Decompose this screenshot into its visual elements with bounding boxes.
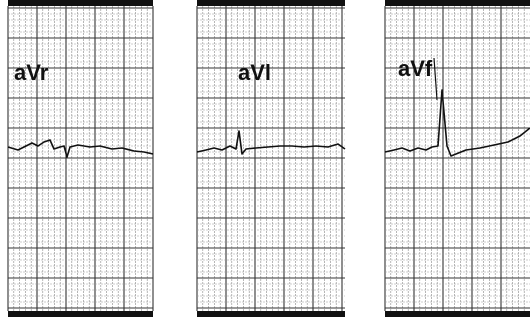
lead-label: aVr — [14, 60, 49, 85]
grid — [8, 0, 530, 317]
strip-border — [8, 311, 153, 317]
ecg-strips: aVr aVl aVf — [0, 0, 530, 317]
strip-border — [8, 0, 153, 6]
strip-border — [385, 311, 530, 317]
strip-border — [385, 0, 530, 6]
lead-label: aVf — [398, 56, 433, 81]
strip-border — [197, 311, 345, 317]
lead-label: aVl — [238, 60, 271, 85]
strip-border — [197, 0, 345, 6]
